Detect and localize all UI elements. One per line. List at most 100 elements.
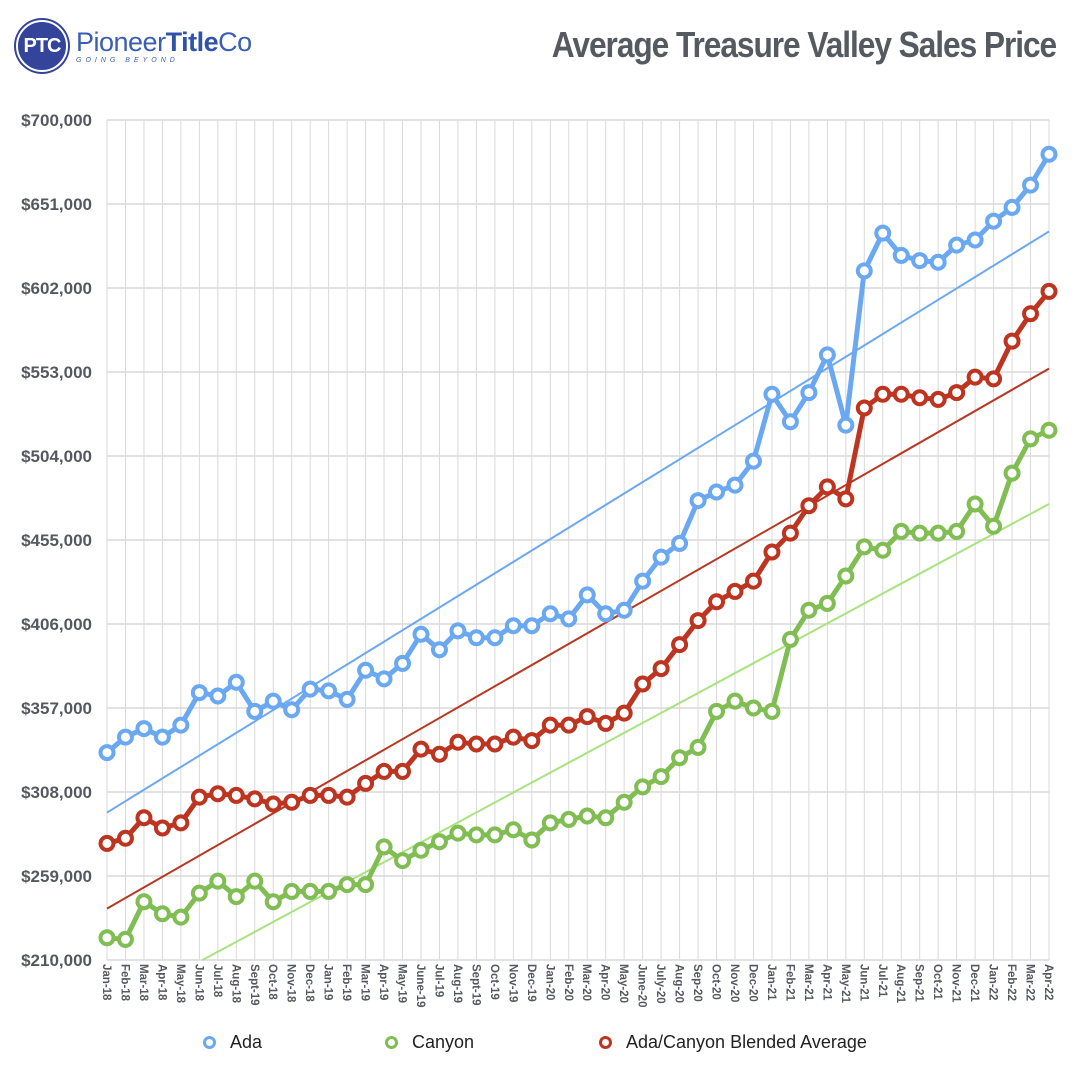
- data-point-ada[interactable]: [283, 701, 301, 719]
- data-point-blended[interactable]: [1040, 282, 1058, 300]
- data-point-ada[interactable]: [985, 212, 1003, 230]
- data-point-ada[interactable]: [153, 728, 171, 746]
- data-point-blended[interactable]: [837, 490, 855, 508]
- data-point-blended[interactable]: [246, 790, 264, 808]
- data-point-canyon[interactable]: [449, 824, 467, 842]
- data-point-ada[interactable]: [375, 670, 393, 688]
- data-point-canyon[interactable]: [781, 630, 799, 648]
- data-point-ada[interactable]: [98, 744, 116, 762]
- data-point-blended[interactable]: [541, 716, 559, 734]
- data-point-blended[interactable]: [1022, 305, 1040, 323]
- data-point-canyon[interactable]: [264, 893, 282, 911]
- data-point-canyon[interactable]: [597, 809, 615, 827]
- data-point-blended[interactable]: [818, 478, 836, 496]
- legend-item-ada[interactable]: Ada: [203, 1032, 262, 1053]
- data-point-blended[interactable]: [652, 660, 670, 678]
- data-point-blended[interactable]: [264, 795, 282, 813]
- data-point-ada[interactable]: [800, 384, 818, 402]
- data-point-blended[interactable]: [966, 368, 984, 386]
- data-point-canyon[interactable]: [911, 524, 929, 542]
- data-point-ada[interactable]: [689, 492, 707, 510]
- data-point-ada[interactable]: [726, 476, 744, 494]
- legend-item-canyon[interactable]: Canyon: [385, 1032, 474, 1053]
- data-point-blended[interactable]: [597, 714, 615, 732]
- data-point-ada[interactable]: [541, 605, 559, 623]
- data-point-canyon[interactable]: [412, 841, 430, 859]
- data-point-ada[interactable]: [948, 236, 966, 254]
- data-point-blended[interactable]: [671, 636, 689, 654]
- data-point-ada[interactable]: [227, 673, 245, 691]
- data-point-canyon[interactable]: [985, 517, 1003, 535]
- data-point-canyon[interactable]: [578, 807, 596, 825]
- data-point-ada[interactable]: [394, 654, 412, 672]
- data-point-ada[interactable]: [966, 231, 984, 249]
- data-point-ada[interactable]: [874, 224, 892, 242]
- data-point-ada[interactable]: [209, 687, 227, 705]
- data-point-canyon[interactable]: [929, 524, 947, 542]
- data-point-blended[interactable]: [763, 543, 781, 561]
- data-point-canyon[interactable]: [837, 567, 855, 585]
- data-point-canyon[interactable]: [634, 778, 652, 796]
- data-point-blended[interactable]: [116, 829, 134, 847]
- data-point-blended[interactable]: [486, 735, 504, 753]
- data-point-canyon[interactable]: [708, 702, 726, 720]
- data-point-blended[interactable]: [781, 524, 799, 542]
- data-point-canyon[interactable]: [375, 838, 393, 856]
- data-point-blended[interactable]: [911, 389, 929, 407]
- data-point-ada[interactable]: [449, 622, 467, 640]
- data-point-canyon[interactable]: [1022, 430, 1040, 448]
- data-point-ada[interactable]: [744, 452, 762, 470]
- data-point-canyon[interactable]: [726, 692, 744, 710]
- data-point-ada[interactable]: [652, 548, 670, 566]
- data-point-canyon[interactable]: [338, 876, 356, 894]
- data-point-blended[interactable]: [744, 572, 762, 590]
- data-point-canyon[interactable]: [227, 888, 245, 906]
- data-point-blended[interactable]: [190, 788, 208, 806]
- data-point-ada[interactable]: [911, 252, 929, 270]
- data-point-blended[interactable]: [209, 785, 227, 803]
- data-point-blended[interactable]: [634, 675, 652, 693]
- data-point-canyon[interactable]: [153, 905, 171, 923]
- data-point-canyon[interactable]: [855, 538, 873, 556]
- data-point-blended[interactable]: [320, 786, 338, 804]
- data-point-blended[interactable]: [227, 786, 245, 804]
- data-point-blended[interactable]: [948, 384, 966, 402]
- legend-item-blended[interactable]: Ada/Canyon Blended Average: [599, 1032, 867, 1053]
- data-point-ada[interactable]: [855, 262, 873, 280]
- data-point-ada[interactable]: [634, 572, 652, 590]
- data-point-canyon[interactable]: [430, 833, 448, 851]
- data-point-canyon[interactable]: [467, 826, 485, 844]
- data-point-ada[interactable]: [116, 728, 134, 746]
- data-point-blended[interactable]: [172, 814, 190, 832]
- data-point-ada[interactable]: [818, 346, 836, 364]
- data-point-canyon[interactable]: [892, 522, 910, 540]
- data-point-blended[interactable]: [467, 735, 485, 753]
- data-point-canyon[interactable]: [301, 882, 319, 900]
- data-point-blended[interactable]: [135, 809, 153, 827]
- data-point-blended[interactable]: [98, 834, 116, 852]
- data-point-canyon[interactable]: [523, 831, 541, 849]
- data-point-canyon[interactable]: [116, 930, 134, 948]
- data-point-ada[interactable]: [708, 483, 726, 501]
- data-point-blended[interactable]: [375, 762, 393, 780]
- data-point-canyon[interactable]: [1040, 421, 1058, 439]
- data-point-blended[interactable]: [449, 733, 467, 751]
- data-point-ada[interactable]: [615, 601, 633, 619]
- data-point-ada[interactable]: [264, 692, 282, 710]
- data-point-blended[interactable]: [800, 497, 818, 515]
- data-point-blended[interactable]: [726, 582, 744, 600]
- data-point-blended[interactable]: [892, 385, 910, 403]
- data-point-canyon[interactable]: [966, 495, 984, 513]
- data-point-ada[interactable]: [781, 413, 799, 431]
- data-point-blended[interactable]: [504, 728, 522, 746]
- data-point-canyon[interactable]: [172, 908, 190, 926]
- data-point-blended[interactable]: [394, 762, 412, 780]
- data-point-canyon[interactable]: [560, 810, 578, 828]
- data-point-blended[interactable]: [578, 708, 596, 726]
- data-point-blended[interactable]: [689, 612, 707, 630]
- data-point-canyon[interactable]: [246, 872, 264, 890]
- data-point-ada[interactable]: [486, 629, 504, 647]
- data-point-blended[interactable]: [523, 732, 541, 750]
- data-point-ada[interactable]: [837, 416, 855, 434]
- data-point-ada[interactable]: [320, 682, 338, 700]
